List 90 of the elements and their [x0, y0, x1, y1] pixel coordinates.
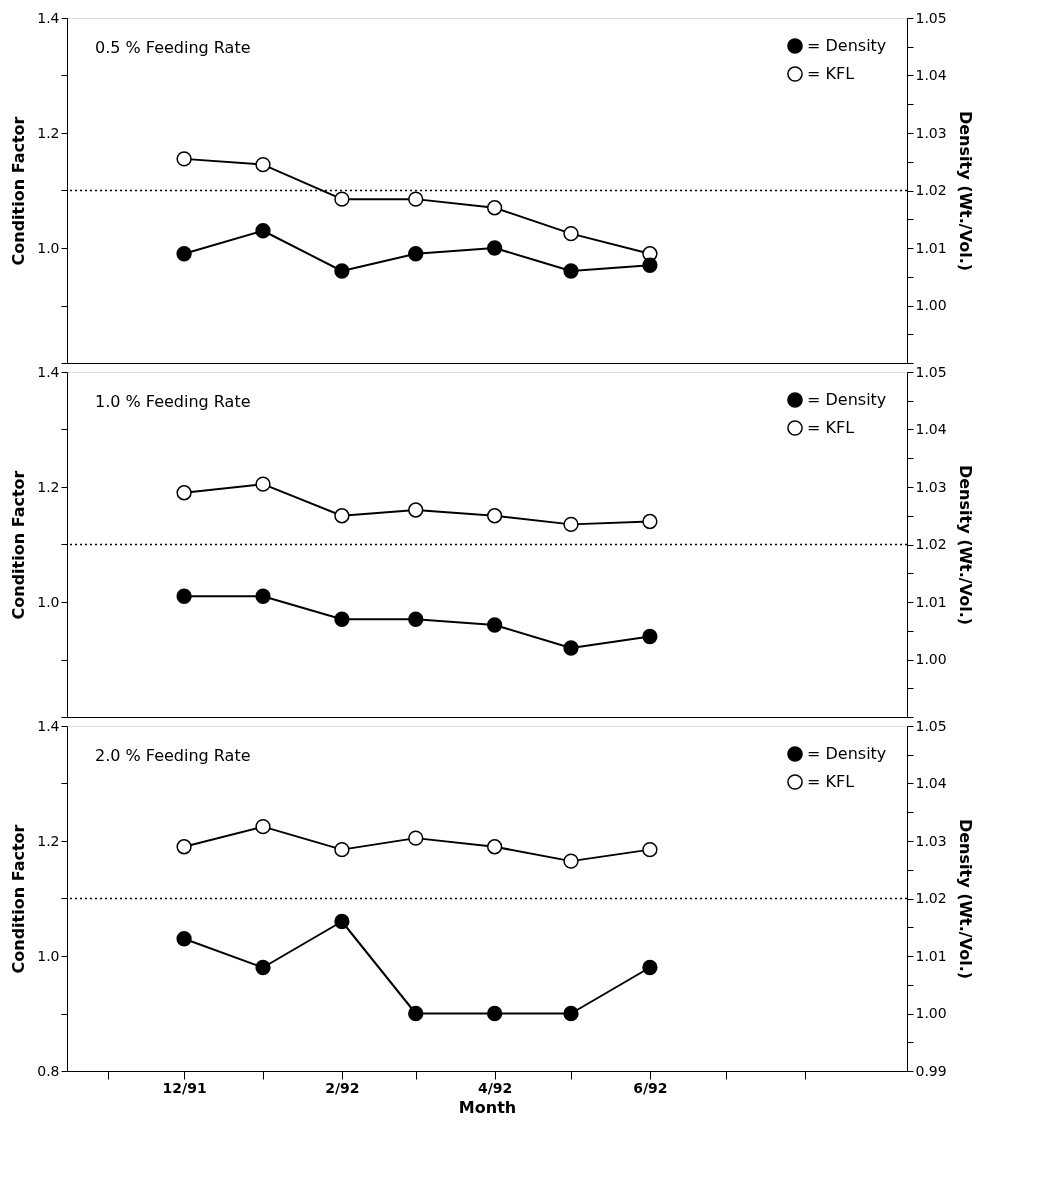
point [563, 263, 579, 279]
y-tick-label: 1.4 [37, 9, 60, 26]
point [563, 640, 579, 656]
legend-label: = Density [807, 36, 887, 55]
y2-tick-label: 1.01 [915, 593, 947, 610]
y-tick-label: 0.8 [37, 1062, 60, 1079]
y-tick-label: 1.2 [37, 832, 60, 849]
y2-tick-label: 1.05 [915, 9, 947, 26]
legend-label: = KFL [807, 772, 855, 791]
y2-tick-label: 1.05 [915, 717, 947, 734]
x-tick-label: 6/92 [633, 1079, 668, 1096]
y2-tick-label: 1.05 [915, 363, 947, 380]
point [486, 508, 503, 524]
point [334, 263, 350, 279]
point [642, 513, 658, 530]
y-tick-label: 1.0 [37, 947, 60, 964]
point [486, 1005, 503, 1022]
point [408, 246, 424, 262]
text: 2.0 % Feeding Rate [95, 746, 251, 765]
y-axis-title: Condition Factor [9, 470, 29, 620]
point [563, 1005, 579, 1022]
y2-axis-title: Density (Wt./Vol.) [955, 464, 975, 626]
text: 1.0 % Feeding Rate [95, 392, 251, 411]
y2-tick-label: 1.04 [915, 67, 947, 83]
point [176, 588, 192, 604]
y2-tick-label: 1.01 [915, 947, 947, 964]
y2-tick-label: 1.03 [915, 478, 947, 495]
legend-label: = Density [807, 390, 887, 409]
point [642, 628, 658, 645]
legend-label: = KFL [807, 64, 855, 83]
point [176, 931, 192, 947]
point [642, 257, 658, 273]
point [563, 516, 579, 532]
point [176, 246, 192, 262]
point [486, 240, 503, 256]
x-tick-label: 2/92 [325, 1079, 360, 1096]
y2-tick-label: 1.02 [915, 536, 947, 552]
point [408, 502, 424, 518]
point [334, 842, 350, 858]
point [642, 959, 658, 976]
x-axis-title: Month [458, 1097, 517, 1117]
y2-tick-label: 1.03 [915, 124, 947, 141]
x-tick-label: 12/91 [162, 1079, 207, 1096]
point [334, 913, 350, 930]
point [486, 200, 503, 216]
y-axis-title: Condition Factor [9, 116, 29, 266]
point [642, 842, 658, 858]
y2-tick-label: 1.01 [915, 239, 947, 256]
point [176, 485, 192, 501]
point [486, 839, 503, 855]
y2-tick-label: 1.02 [915, 890, 947, 906]
point [176, 839, 192, 855]
point [334, 611, 350, 627]
x-tick-label: 4/92 [477, 1079, 513, 1096]
y-axis-title: Condition Factor [9, 824, 29, 974]
point [408, 611, 424, 627]
y2-tick-label: 0.99 [915, 1062, 947, 1079]
point [255, 223, 271, 239]
point [334, 191, 350, 207]
point [408, 1005, 424, 1022]
y2-axis-title: Density (Wt./Vol.) [955, 110, 975, 272]
y2-tick-label: 1.03 [915, 832, 947, 849]
y2-tick-label: 1.04 [915, 775, 947, 791]
point [563, 226, 579, 242]
legend-label: = Density [807, 744, 887, 763]
y2-tick-label: 1.00 [915, 297, 947, 313]
y2-tick-label: 1.00 [915, 651, 947, 667]
y-tick-label: 1.2 [37, 478, 60, 495]
legend-label: = KFL [807, 418, 855, 437]
point [255, 476, 271, 492]
point [255, 588, 271, 604]
y2-tick-label: 1.02 [915, 182, 947, 198]
point [408, 830, 424, 846]
text: 0.5 % Feeding Rate [95, 38, 251, 57]
y-tick-label: 1.4 [37, 717, 60, 734]
point [563, 853, 579, 869]
y-tick-label: 1.2 [37, 124, 60, 141]
y2-tick-label: 1.00 [915, 1005, 947, 1021]
point [255, 819, 271, 835]
point [255, 157, 271, 173]
y-tick-label: 1.0 [37, 593, 60, 610]
point [176, 151, 192, 167]
point [486, 617, 503, 633]
point [408, 191, 424, 207]
y2-tick-label: 1.04 [915, 421, 947, 437]
y2-axis-title: Density (Wt./Vol.) [955, 818, 975, 980]
point [255, 959, 271, 976]
y-tick-label: 1.0 [37, 239, 60, 256]
point [334, 508, 350, 524]
y-tick-label: 1.4 [37, 363, 60, 380]
